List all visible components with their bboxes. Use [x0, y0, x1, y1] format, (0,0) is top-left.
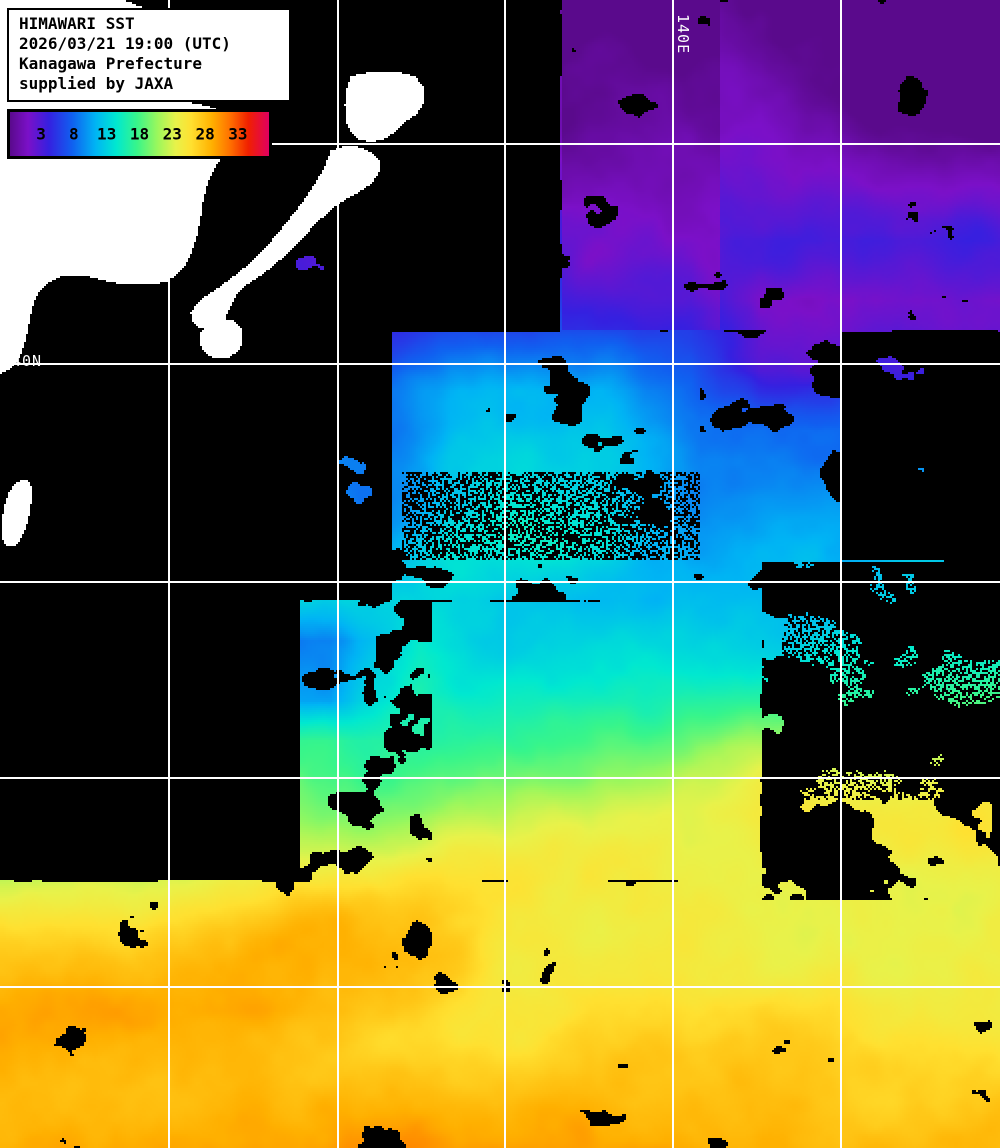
colorbar-gradient [10, 112, 269, 156]
colorbar-tick-28: 28 [195, 124, 215, 144]
title-box: HIMAWARI SST 2026/03/21 19:00 (UTC) Kana… [7, 8, 291, 102]
colorbar-tick-labels: 3 8 13 18 23 28 33 [10, 112, 269, 156]
title-line-source: supplied by JAXA [19, 74, 174, 93]
title-line-region: Kanagawa Prefecture [19, 54, 203, 73]
colorbar-tick-13: 13 [97, 124, 117, 144]
colorbar: 3 8 13 18 23 28 33 [7, 109, 272, 159]
colorbar-tick-33: 33 [228, 124, 248, 144]
colorbar-tick-18: 18 [129, 124, 150, 144]
colorbar-tick-8: 8 [69, 124, 79, 144]
title-line-product: HIMAWARI SST [19, 14, 135, 33]
legend-panel: HIMAWARI SST 2026/03/21 19:00 (UTC) Kana… [7, 8, 291, 159]
title-line-timestamp: 2026/03/21 19:00 (UTC) [19, 34, 231, 53]
colorbar-tick-23: 23 [162, 124, 182, 144]
colorbar-tick-3: 3 [36, 124, 46, 144]
